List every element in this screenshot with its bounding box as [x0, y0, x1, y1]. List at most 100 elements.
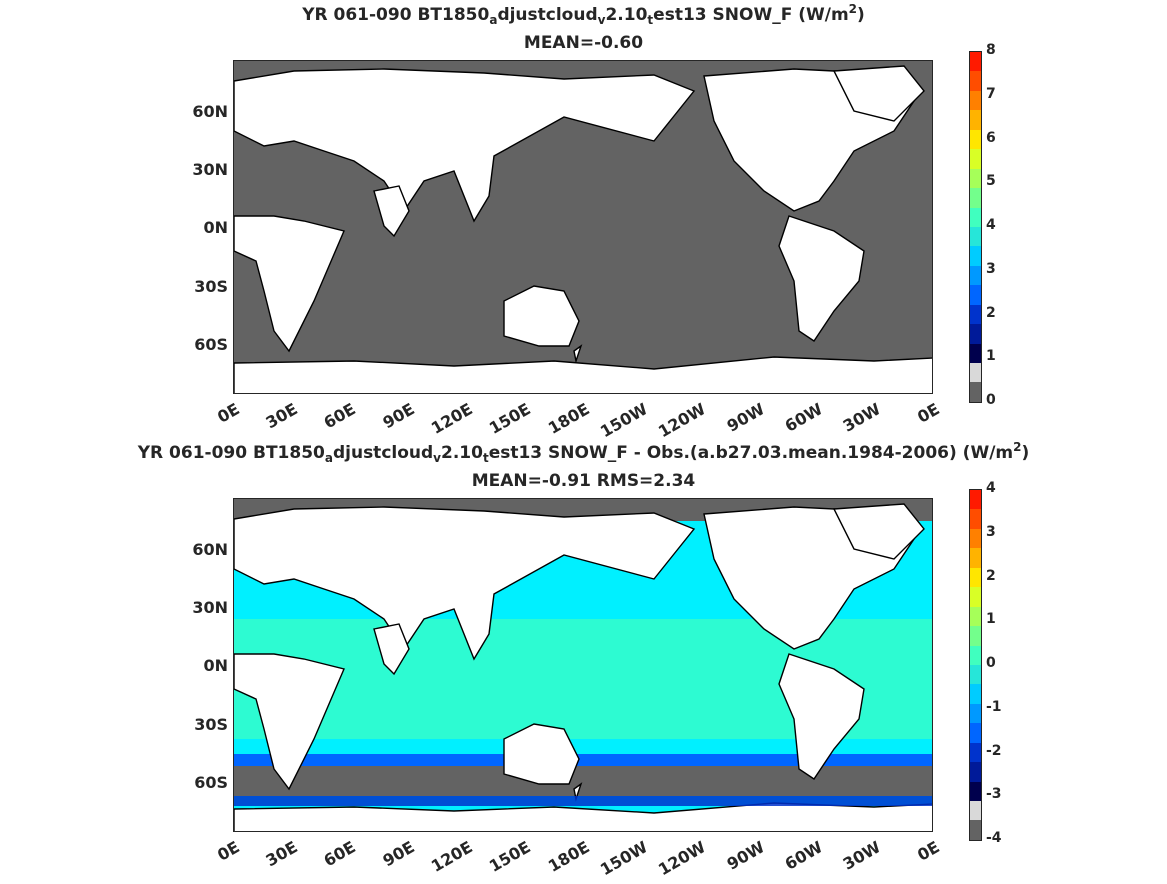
panel1-xlabel: 120E: [427, 399, 476, 438]
colorbar-tick-label: 4: [986, 217, 996, 233]
colorbar-tick-label: 1: [986, 348, 996, 365]
colorbar-segment: [970, 723, 981, 743]
panel1-xlabel: 30W: [839, 399, 884, 436]
colorbar-segment: [970, 168, 981, 189]
colorbar-segment: [970, 52, 981, 72]
colorbar-segment: [970, 343, 981, 363]
colorbar-tick-label: -3: [986, 786, 1002, 803]
panel2-ylabel-30n: 30N: [192, 598, 228, 617]
panel1-xlabel: 180E: [544, 399, 593, 438]
colorbar-segment: [970, 664, 981, 685]
panel2-colorbar: [969, 489, 982, 841]
colorbar-segment: [970, 265, 981, 286]
panel1-ylabel-30n: 30N: [192, 160, 228, 179]
panel2-ylabel-60n: 60N: [192, 540, 228, 559]
panel2-subtitle: MEAN=-0.91 RMS=2.34: [471, 471, 696, 491]
colorbar-tick-label: -1: [986, 698, 1002, 715]
colorbar-tick-label: 2: [986, 567, 996, 584]
panel1-land: [234, 65, 932, 393]
panel1-xlabel: 60E: [320, 399, 359, 433]
colorbar-segment: [970, 820, 981, 840]
panel1-xlabel: 60W: [781, 399, 826, 436]
colorbar-tick-label: 3: [986, 523, 996, 540]
panel2-southern-gray: [234, 766, 932, 796]
colorbar-segment: [970, 110, 981, 130]
colorbar-segment: [970, 188, 981, 208]
colorbar-tick-label: 5: [986, 173, 996, 190]
panel2-ylabel-30s: 30S: [194, 715, 228, 734]
panel2-xlabel: 150E: [485, 837, 534, 876]
panel2-title: YR 061-090 BT1850adjustcloudv2.10test13 …: [137, 440, 1030, 465]
panel2-xlabel: 30E: [262, 837, 301, 871]
colorbar-segment: [970, 90, 981, 111]
panel1-map: [233, 60, 933, 394]
panel2-xlabel: 0E: [214, 837, 243, 865]
panel2-xlabel: 60W: [781, 837, 826, 874]
panel2-ylabel-60s: 60S: [194, 773, 228, 792]
colorbar-segment: [970, 363, 981, 383]
panel1-xlabel: 30E: [262, 399, 301, 433]
colorbar-tick-label: 2: [986, 304, 996, 321]
panel2-xlabel: 30W: [839, 837, 884, 874]
colorbar-segment: [970, 71, 981, 91]
panel1-xlabel: 90W: [723, 399, 768, 436]
panel2-xlabel: 150W: [597, 837, 651, 880]
colorbar-segment: [970, 207, 981, 227]
panel1-subtitle: MEAN=-0.60: [523, 33, 644, 53]
panel2-xlabel: 90E: [379, 837, 418, 871]
colorbar-tick-label: 8: [986, 42, 996, 58]
colorbar-segment: [970, 703, 981, 724]
colorbar-segment: [970, 567, 981, 588]
colorbar-segment: [970, 509, 981, 529]
panel2-ylabel-0n: 0N: [203, 656, 228, 675]
panel1-xlabel: 120W: [655, 399, 709, 442]
colorbar-segment: [970, 226, 981, 247]
panel1-xlabel: 0E: [214, 399, 243, 427]
colorbar-tick-label: 4: [986, 480, 996, 496]
panel2-map: [233, 498, 933, 832]
panel1-ylabel-60s: 60S: [194, 335, 228, 354]
colorbar-segment: [970, 548, 981, 568]
colorbar-segment: [970, 324, 981, 344]
panel2-xlabel: 120W: [655, 837, 709, 880]
colorbar-tick-label: -4: [986, 830, 1002, 846]
panel1-xlabel: 90E: [379, 399, 418, 433]
colorbar-segment: [970, 304, 981, 325]
colorbar-segment: [970, 285, 981, 305]
panel2-southern-band-1: [234, 754, 932, 766]
colorbar-tick-label: 6: [986, 129, 996, 146]
colorbar-tick-label: 7: [986, 85, 996, 102]
panel1-colorbar: [969, 51, 982, 403]
colorbar-segment: [970, 626, 981, 646]
colorbar-segment: [970, 149, 981, 169]
colorbar-segment: [970, 587, 981, 607]
panel2-xlabel: 0E: [914, 837, 943, 865]
panel1-title: YR 061-090 BT1850adjustcloudv2.10test13 …: [302, 2, 865, 27]
colorbar-segment: [970, 684, 981, 704]
colorbar-tick-label: 0: [986, 655, 996, 671]
colorbar-segment: [970, 246, 981, 266]
panel1-xlabel: 150E: [485, 399, 534, 438]
panel2-xlabel: 120E: [427, 837, 476, 876]
colorbar-tick-label: 1: [986, 611, 996, 628]
colorbar-segment: [970, 382, 981, 402]
colorbar-segment: [970, 528, 981, 549]
panel2-antarctic-band: [234, 796, 932, 806]
colorbar-segment: [970, 645, 981, 665]
colorbar-segment: [970, 801, 981, 821]
colorbar-segment: [970, 781, 981, 801]
colorbar-segment: [970, 490, 981, 510]
panel2-xlabel: 60E: [320, 837, 359, 871]
panel2-land: [234, 503, 932, 831]
colorbar-segment: [970, 742, 981, 763]
colorbar-segment: [970, 606, 981, 627]
colorbar-segment: [970, 762, 981, 782]
panel2-xlabel: 90W: [723, 837, 768, 874]
panel1-ylabel-30s: 30S: [194, 277, 228, 296]
panel1-ylabel-60n: 60N: [192, 102, 228, 121]
panel1-xlabel: 150W: [597, 399, 651, 442]
colorbar-segment: [970, 129, 981, 150]
panel2-xlabel: 180E: [544, 837, 593, 876]
colorbar-tick-label: 3: [986, 260, 996, 277]
colorbar-tick-label: 0: [986, 392, 996, 408]
